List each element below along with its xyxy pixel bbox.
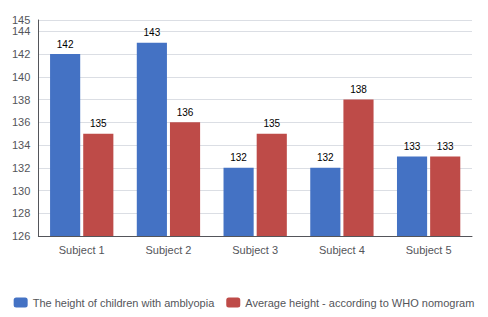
svg-text:143: 143 xyxy=(144,27,161,38)
svg-text:138: 138 xyxy=(350,84,367,95)
svg-text:144: 144 xyxy=(12,25,30,37)
svg-text:Subject 1: Subject 1 xyxy=(59,244,105,256)
svg-text:Subject 3: Subject 3 xyxy=(232,244,278,256)
svg-text:132: 132 xyxy=(230,152,247,163)
svg-text:136: 136 xyxy=(12,116,30,128)
svg-text:130: 130 xyxy=(12,185,30,197)
svg-text:Subject 5: Subject 5 xyxy=(406,244,452,256)
svg-text:133: 133 xyxy=(404,141,421,152)
svg-text:Subject 2: Subject 2 xyxy=(146,244,192,256)
svg-text:135: 135 xyxy=(263,118,280,129)
svg-text:132: 132 xyxy=(317,152,334,163)
svg-text:142: 142 xyxy=(57,39,74,50)
svg-text:The height of children with am: The height of children with amblyopia xyxy=(33,297,215,309)
svg-text:126: 126 xyxy=(12,230,30,242)
svg-text:Subject 4: Subject 4 xyxy=(319,244,365,256)
svg-text:134: 134 xyxy=(12,139,30,151)
svg-text:136: 136 xyxy=(177,107,194,118)
svg-text:133: 133 xyxy=(437,141,454,152)
svg-text:138: 138 xyxy=(12,94,30,106)
svg-text:Average height - according to: Average height - according to WHO nomogr… xyxy=(245,297,474,309)
svg-text:132: 132 xyxy=(12,162,30,174)
svg-text:128: 128 xyxy=(12,207,30,219)
svg-text:142: 142 xyxy=(12,48,30,60)
svg-text:145: 145 xyxy=(12,14,30,26)
svg-text:135: 135 xyxy=(90,118,107,129)
svg-text:140: 140 xyxy=(12,71,30,83)
